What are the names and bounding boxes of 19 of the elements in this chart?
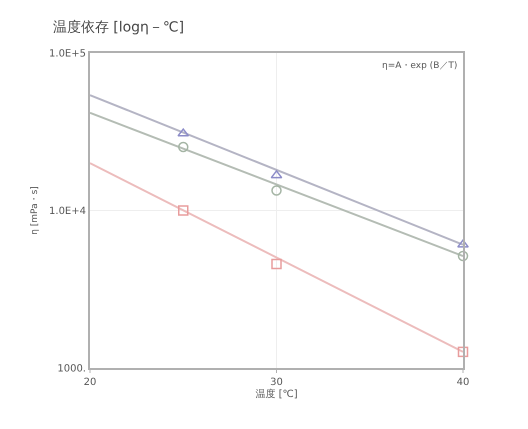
annotation: η=A・exp (B／T) [382,61,458,71]
y-tick-label: 1.0E+4 [49,206,86,217]
point [177,128,190,137]
x-tick-label: 20 [84,377,96,388]
point [178,205,188,216]
point [457,239,469,248]
point [271,258,282,270]
point [178,142,188,152]
point [270,170,282,178]
chart-title: 温度依存 [logη－℃] [52,19,184,36]
point [271,185,282,196]
x-tick-label: 30 [270,377,283,388]
y-tick-label: 1000. [57,364,86,374]
y-axis-title: η [mPa・s] [30,186,40,235]
x-axis-title: 温度 [℃] [255,388,298,400]
point [458,250,468,262]
x-tick-label: 40 [456,377,470,388]
y-tick-label: 1.0E+5 [49,48,86,60]
point [458,346,468,358]
